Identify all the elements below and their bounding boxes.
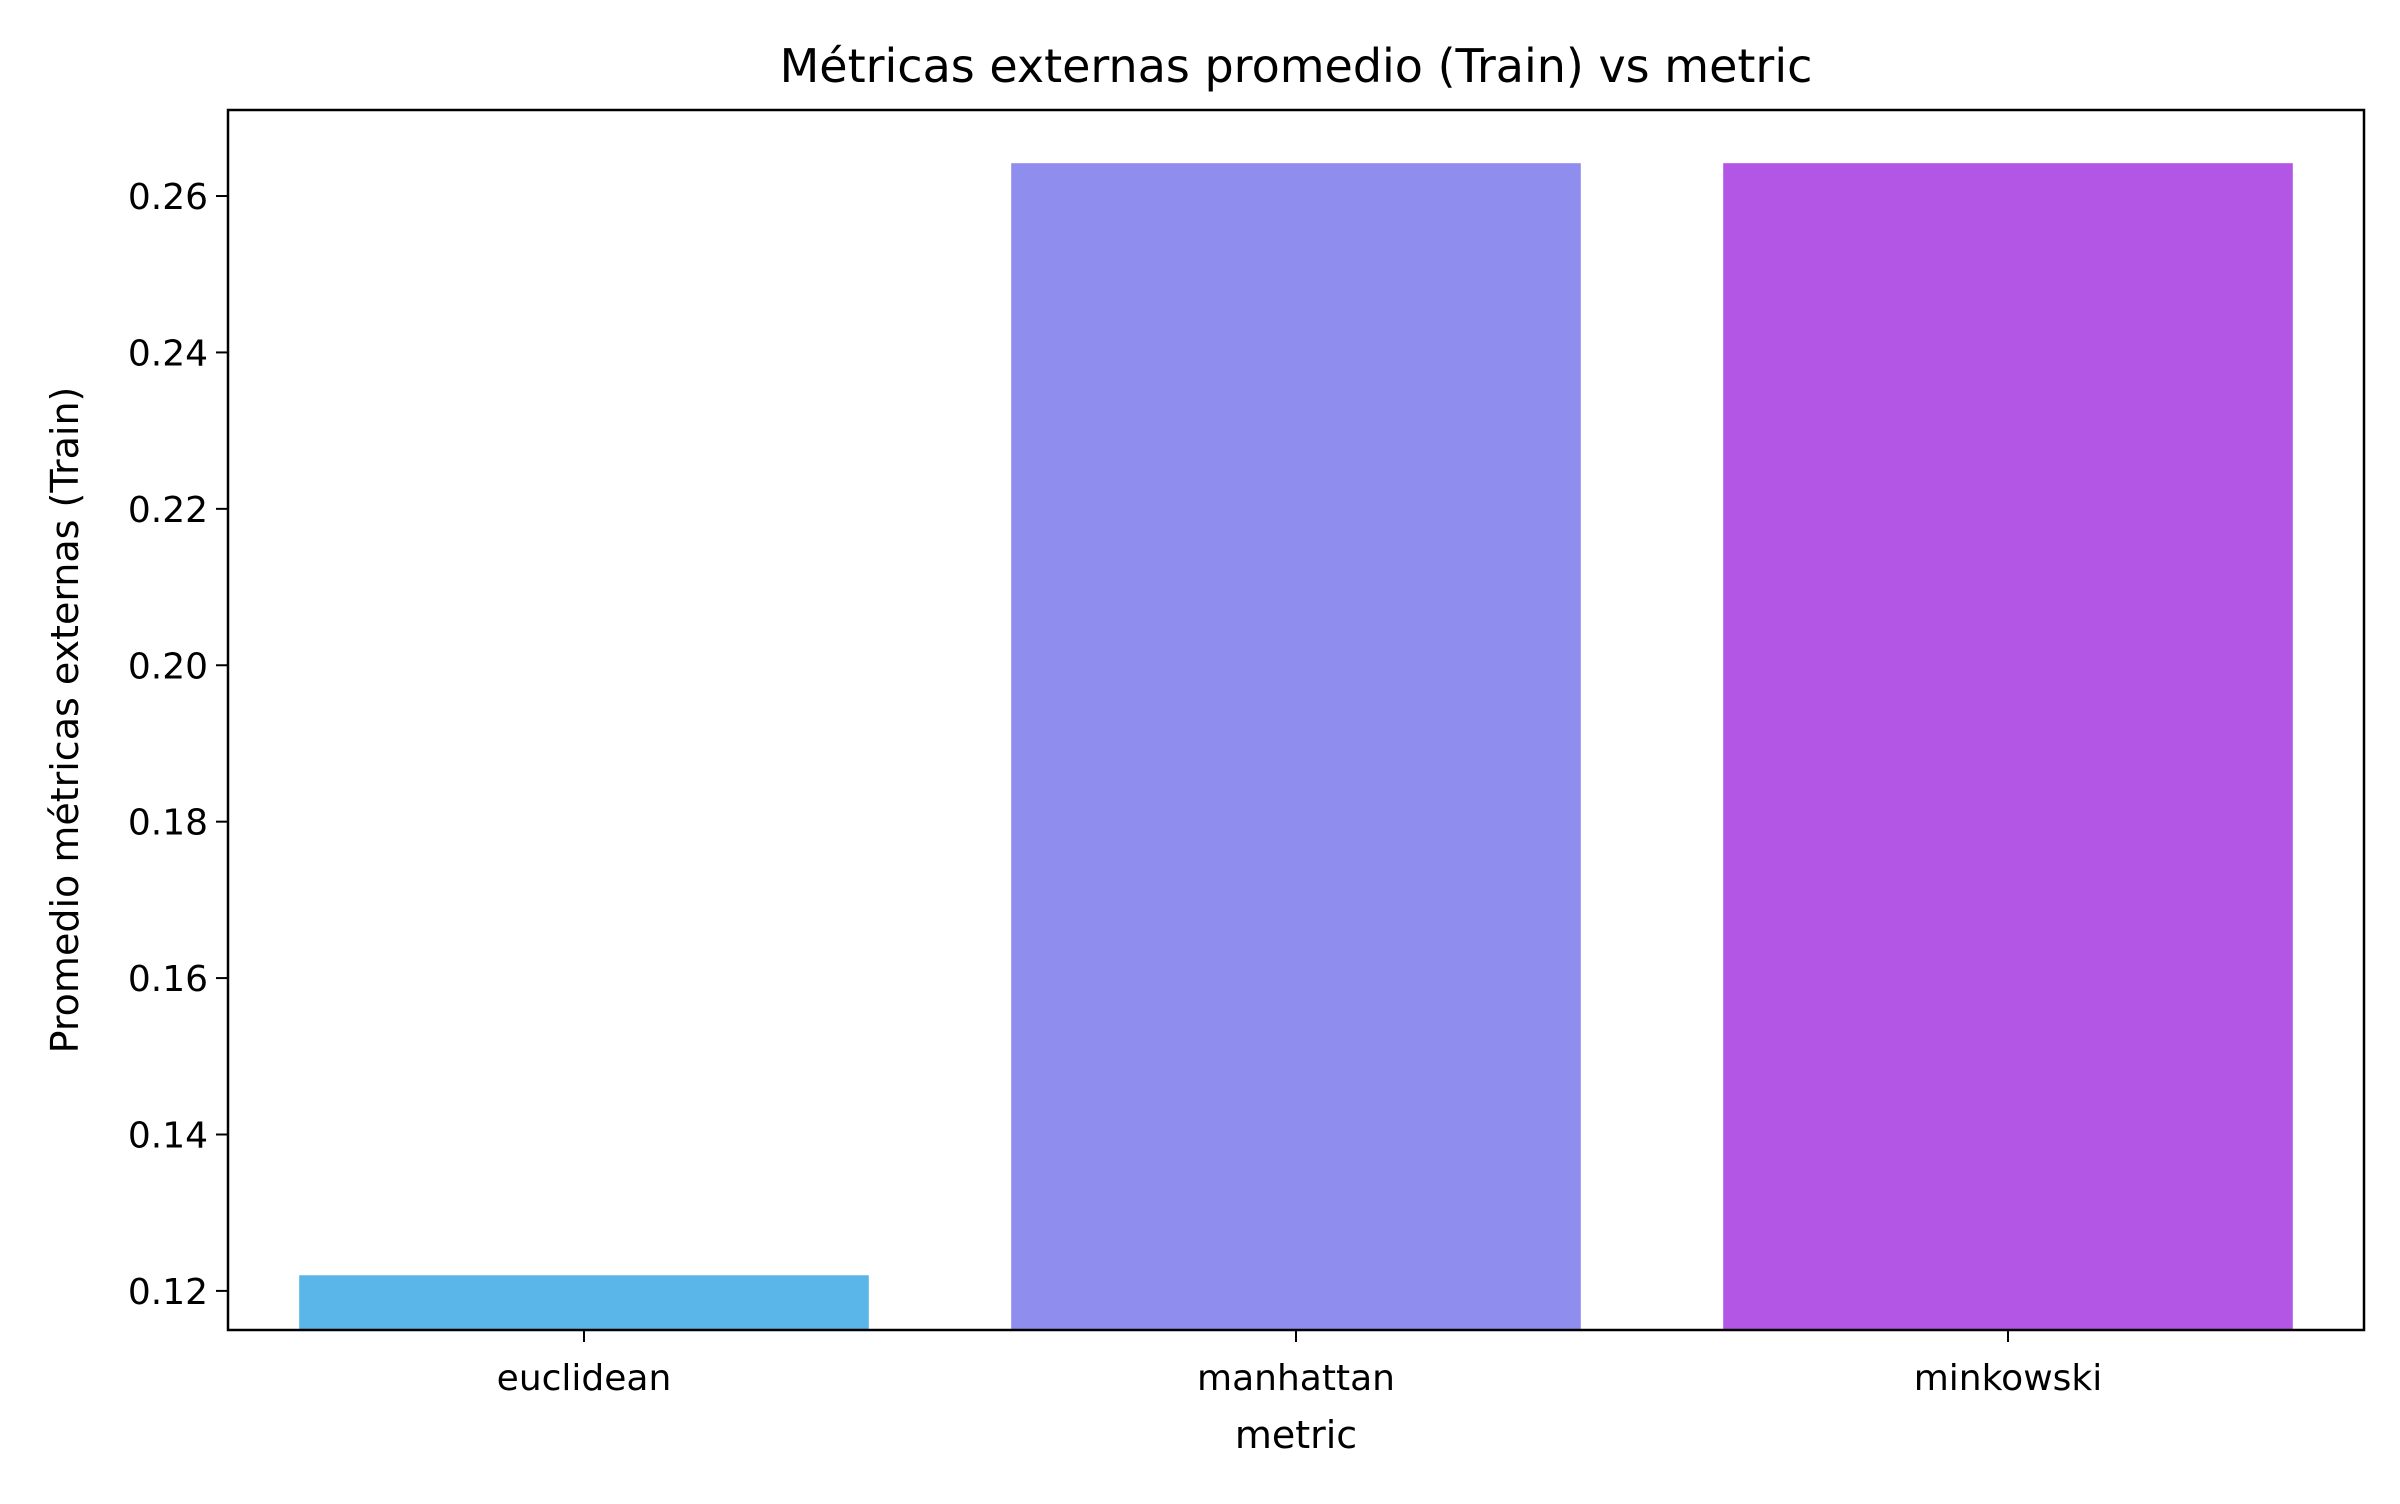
y-axis: 0.12 0.14 0.16 0.18 0.20 0.22 0.24 0.26 bbox=[128, 177, 228, 1313]
x-axis: euclidean manhattan minkowski bbox=[497, 1330, 2103, 1399]
y-tick-label: 0.16 bbox=[128, 959, 208, 1000]
x-tick-label-euclidean: euclidean bbox=[497, 1358, 672, 1399]
y-axis-label: Promedio métricas externas (Train) bbox=[43, 387, 87, 1054]
y-tick-label: 0.12 bbox=[128, 1272, 208, 1313]
y-tick-label: 0.22 bbox=[128, 490, 208, 531]
plot-frame bbox=[226, 108, 2366, 1332]
y-tick-label: 0.24 bbox=[128, 333, 208, 374]
chart-title: Métricas externas promedio (Train) vs me… bbox=[780, 39, 1813, 93]
x-tick-label-manhattan: manhattan bbox=[1197, 1358, 1395, 1399]
x-axis-label: metric bbox=[1235, 1413, 1357, 1457]
y-tick-label: 0.14 bbox=[128, 1115, 208, 1156]
bar-euclidean bbox=[299, 1275, 869, 1330]
bars-layer bbox=[299, 163, 2293, 1331]
y-tick-label: 0.26 bbox=[128, 177, 208, 218]
bar-minkowski bbox=[1723, 163, 2293, 1331]
y-tick-label: 0.20 bbox=[128, 646, 208, 687]
y-tick-label: 0.18 bbox=[128, 803, 208, 844]
x-tick-label-minkowski: minkowski bbox=[1914, 1358, 2103, 1399]
bar-manhattan bbox=[1011, 163, 1581, 1331]
